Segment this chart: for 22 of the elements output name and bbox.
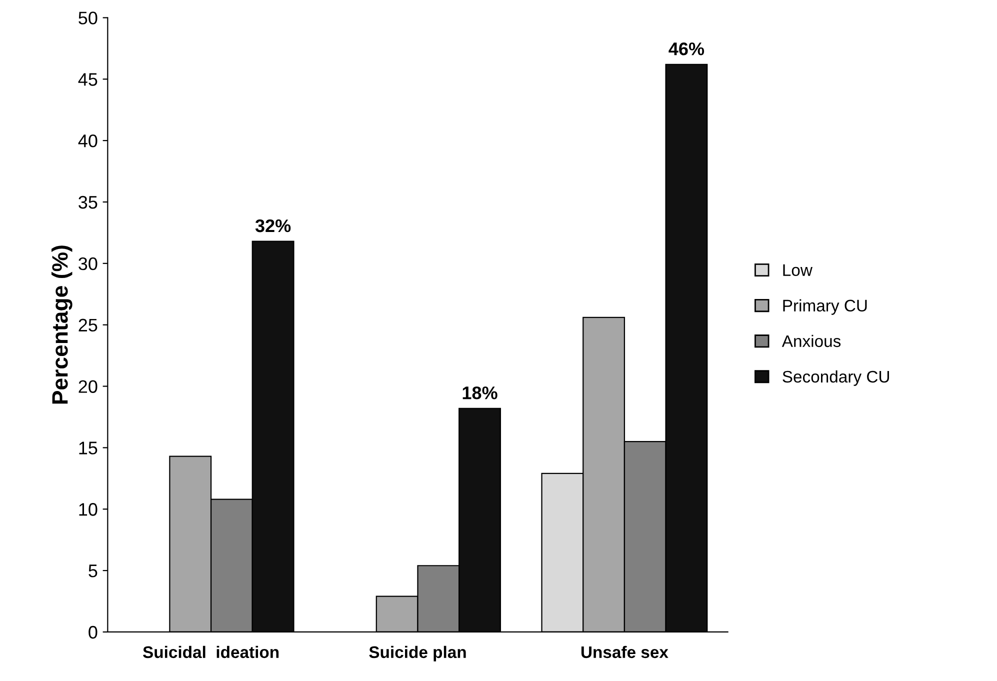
legend-label: Primary CU: [783, 299, 867, 315]
y-tick-label: 10: [79, 503, 98, 516]
y-tick-label: 30: [78, 257, 98, 270]
y-tick-label: 35: [78, 196, 98, 209]
legend-label: Secondary CU: [782, 370, 889, 386]
y-tick-label: 50: [78, 12, 98, 24]
x-tick-label: Suicidal ideation: [142, 646, 279, 658]
legend-label: Anxious: [782, 334, 841, 348]
x-tick-label: Suicide plan: [369, 646, 466, 662]
y-tick-label: 45: [78, 73, 98, 86]
y-axis-title: Percentage (%): [52, 246, 72, 404]
y-tick-label: 5: [88, 564, 98, 578]
y-tick-label: 0: [88, 626, 98, 639]
y-tick-label: 40: [78, 134, 98, 148]
data-label: 32%: [255, 219, 291, 232]
y-tick-label: 20: [78, 380, 98, 393]
data-label: 18%: [462, 386, 498, 400]
x-tick-label: Unsafe sex: [581, 646, 668, 658]
legend-label: Low: [783, 264, 812, 276]
data-label: 46%: [668, 42, 704, 56]
y-tick-label: 25: [78, 318, 98, 332]
y-tick-label: 15: [79, 442, 98, 454]
